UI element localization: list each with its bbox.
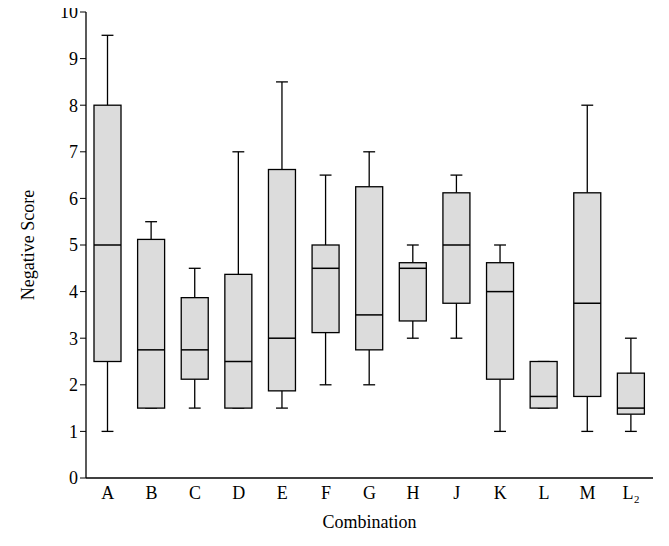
svg-text:9: 9 xyxy=(69,49,78,69)
svg-text:L: L xyxy=(538,483,549,503)
svg-text:C: C xyxy=(189,483,201,503)
svg-text:5: 5 xyxy=(69,235,78,255)
svg-text:8: 8 xyxy=(69,96,78,116)
svg-text:Negative Score: Negative Score xyxy=(18,190,38,300)
svg-text:3: 3 xyxy=(69,329,78,349)
svg-text:A: A xyxy=(101,483,114,503)
svg-text:0: 0 xyxy=(69,468,78,488)
svg-text:B: B xyxy=(145,483,157,503)
svg-text:E: E xyxy=(277,483,288,503)
svg-text:H: H xyxy=(407,483,420,503)
svg-text:L₂: L₂ xyxy=(623,483,640,503)
svg-text:7: 7 xyxy=(69,142,78,162)
svg-text:G: G xyxy=(363,483,376,503)
svg-text:2: 2 xyxy=(69,375,78,395)
svg-text:F: F xyxy=(321,483,331,503)
svg-text:6: 6 xyxy=(69,189,78,209)
svg-text:M: M xyxy=(580,483,596,503)
svg-text:K: K xyxy=(494,483,507,503)
svg-text:10: 10 xyxy=(60,8,78,22)
svg-text:Combination: Combination xyxy=(323,512,417,532)
svg-text:1: 1 xyxy=(69,422,78,442)
svg-text:D: D xyxy=(232,483,245,503)
svg-text:4: 4 xyxy=(69,282,78,302)
svg-text:J: J xyxy=(453,483,460,503)
